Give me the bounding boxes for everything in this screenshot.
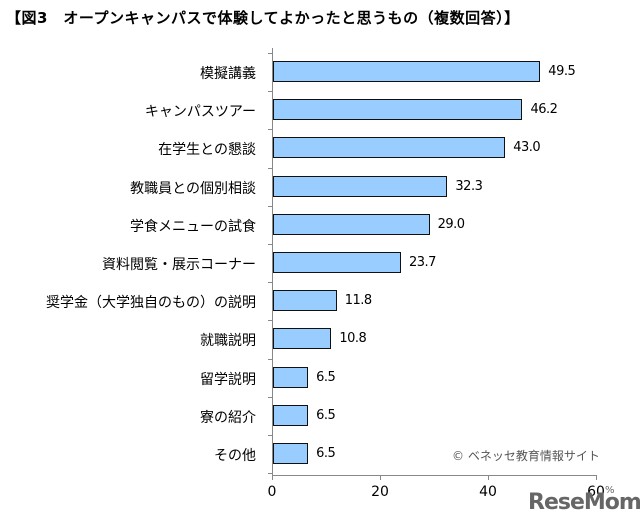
y-tick (268, 205, 272, 207)
y-tick (268, 167, 272, 169)
bar (273, 328, 332, 350)
value-label: 46.2 (530, 102, 558, 118)
x-tick (488, 475, 489, 480)
y-axis (272, 48, 273, 475)
x-tick (380, 475, 381, 480)
category-label: 留学説明 (200, 371, 256, 388)
category-label: 在学生との懇談 (158, 142, 256, 159)
y-tick (268, 396, 272, 398)
value-label: 6.5 (316, 369, 336, 385)
category-label: キャンパスツアー (144, 104, 256, 121)
bar (273, 175, 448, 197)
value-label: 32.3 (455, 178, 483, 194)
category-label: 学食メニューの試食 (130, 218, 256, 235)
y-tick (268, 91, 272, 93)
y-tick (268, 53, 272, 54)
value-label: 11.8 (344, 293, 372, 309)
x-axis (272, 475, 597, 476)
bar (273, 61, 541, 82)
y-tick (268, 473, 272, 475)
source-credit: © ベネッセ教育情報サイト (452, 449, 600, 463)
bar (273, 137, 506, 159)
bar (273, 252, 401, 273)
x-tick (272, 475, 273, 480)
y-tick (268, 129, 272, 131)
bar (273, 99, 523, 121)
x-tick (596, 475, 597, 480)
category-label: 寮の紹介 (200, 409, 256, 426)
bar (273, 213, 430, 235)
value-label: 29.0 (437, 216, 465, 232)
category-label: 模擬講義 (200, 66, 256, 82)
value-label: 23.7 (408, 255, 436, 270)
value-label: 6.5 (316, 446, 336, 461)
y-tick (268, 358, 272, 360)
y-tick (268, 282, 272, 284)
value-label: 10.8 (339, 331, 367, 347)
category-label: 奨学金（大学独自のもの）の説明 (46, 295, 256, 312)
category-label: 教職員との個別相談 (130, 180, 256, 197)
value-label: 6.5 (316, 407, 336, 423)
value-label: 49.5 (548, 64, 576, 79)
x-tick-label: 20 (371, 484, 389, 500)
bar (273, 404, 309, 426)
y-tick (268, 244, 272, 245)
watermark-logo: ReseMom (528, 490, 640, 515)
y-tick (268, 435, 272, 436)
category-label: 資料閲覧・展示コーナー (102, 257, 256, 273)
bar (273, 366, 309, 388)
unit-label: % (605, 485, 615, 496)
chart-title: 【図3 オープンキャンパスで体験してよかったと思うもの（複数回答）】 (6, 9, 520, 27)
x-tick-label: 60 (587, 484, 605, 500)
bar (273, 290, 337, 312)
bar (273, 443, 309, 464)
x-tick-label: 40 (479, 484, 497, 500)
y-tick (268, 320, 272, 322)
category-label: その他 (214, 448, 256, 464)
value-label: 43.0 (513, 140, 541, 156)
category-label: 就職説明 (200, 333, 256, 350)
x-tick-label: 0 (267, 484, 277, 500)
